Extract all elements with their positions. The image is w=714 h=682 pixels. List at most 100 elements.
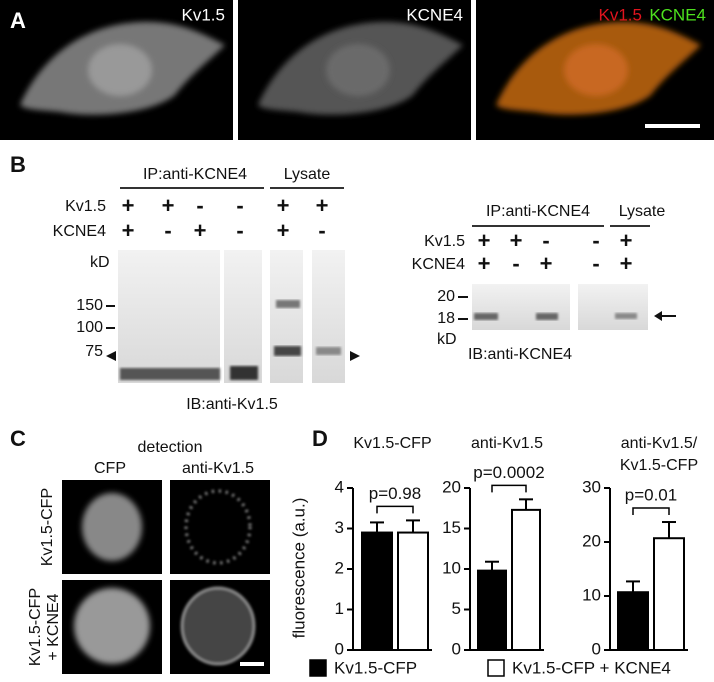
sign: - <box>196 193 203 218</box>
marker-label: 150 <box>76 297 103 314</box>
band <box>274 346 301 356</box>
cell <box>74 588 150 664</box>
image-label: KCNE4 <box>406 5 463 24</box>
panel-c: C detection CFP anti-Kv1.5 Kv1.5-CFP Kv1… <box>10 426 270 674</box>
marker-label: kD <box>437 331 457 348</box>
bar <box>511 508 541 651</box>
band <box>536 313 558 320</box>
ip-label: IP:anti-KCNE4 <box>143 166 247 183</box>
bar <box>653 537 685 651</box>
y-tick-label: 30 <box>582 477 601 496</box>
marker-label: 20 <box>437 288 455 305</box>
significance-bracket <box>376 505 414 514</box>
sign: + <box>162 193 175 218</box>
sign: - <box>592 251 599 276</box>
bar <box>361 531 393 651</box>
lysate-label: Lysate <box>619 203 666 220</box>
nucleus <box>564 44 628 96</box>
band <box>276 300 300 308</box>
chart-title: anti-Kv1.5/ <box>621 435 698 452</box>
p-value: p=0.98 <box>369 484 421 503</box>
blot <box>118 250 220 383</box>
sign: + <box>122 193 135 218</box>
blot <box>312 250 345 383</box>
blot <box>472 284 570 330</box>
y-tick-label: 3 <box>335 518 344 537</box>
y-tick-label: 20 <box>442 477 461 496</box>
arrowhead <box>106 351 116 361</box>
sign: + <box>194 218 207 243</box>
nucleus <box>326 44 390 96</box>
marker-label: 100 <box>76 319 103 336</box>
y-tick-label: 0 <box>335 639 344 658</box>
y-tick-label: 10 <box>442 558 461 577</box>
y-tick-label: 5 <box>452 599 461 618</box>
legend-swatch <box>309 659 327 677</box>
sign: + <box>540 251 553 276</box>
sign: + <box>277 218 290 243</box>
chart-title: Kv1.5-CFP <box>620 457 698 474</box>
image-label: Kv1.5 <box>182 5 225 24</box>
band <box>316 347 341 355</box>
significance-bracket <box>491 484 527 493</box>
band <box>474 313 498 320</box>
nucleus <box>88 44 152 96</box>
legend-label: Kv1.5-CFP + KCNE4 <box>512 658 671 677</box>
row-label: KCNE4 <box>412 256 465 273</box>
column-label: anti-Kv1.5 <box>182 460 254 477</box>
bar <box>477 569 507 651</box>
panel-b: B IP:anti-KCNE4 Lysate kD 150 100 75 IB:… <box>10 152 676 413</box>
y-tick-label: 4 <box>335 477 344 496</box>
sign: - <box>512 251 519 276</box>
sign: - <box>318 218 325 243</box>
column-header: detection <box>138 439 203 456</box>
y-tick-label: 1 <box>335 599 344 618</box>
sign: - <box>592 228 599 253</box>
y-tick-label: 15 <box>442 518 461 537</box>
image-label-red: Kv1.5 <box>599 5 642 24</box>
y-tick-label: 0 <box>452 639 461 658</box>
legend-swatch <box>487 659 505 677</box>
sign: - <box>236 193 243 218</box>
row-label: Kv1.5-CFP <box>39 488 56 566</box>
ib-label: IB:anti-KCNE4 <box>468 346 572 363</box>
blot <box>224 250 262 383</box>
sign: + <box>620 228 633 253</box>
row-label: KCNE4 <box>53 223 106 240</box>
sign: + <box>277 193 290 218</box>
band <box>120 368 220 380</box>
y-tick-label: 10 <box>582 585 601 604</box>
legend-label: Kv1.5-CFP <box>334 658 417 677</box>
ib-label: IB:anti-Kv1.5 <box>186 396 278 413</box>
y-tick-label: 2 <box>335 558 344 577</box>
sign: + <box>316 193 329 218</box>
sign: - <box>542 228 549 253</box>
chart-title: anti-Kv1.5 <box>471 435 543 452</box>
panel-letter: B <box>10 152 26 177</box>
sign: - <box>164 218 171 243</box>
row-label: Kv1.5-CFP <box>27 588 44 666</box>
marker-label: 75 <box>85 343 103 360</box>
band <box>230 366 258 380</box>
panel-letter: A <box>10 8 26 33</box>
row-label: + KCNE4 <box>45 593 62 660</box>
panel-a: A Kv1.5 KCNE4 Kv1.5 KCNE4 <box>0 0 714 140</box>
row-label: Kv1.5 <box>65 198 106 215</box>
column-label: CFP <box>94 460 126 477</box>
cell <box>82 493 142 561</box>
marker-label: kD <box>90 254 110 271</box>
chart-title: Kv1.5-CFP <box>353 435 431 452</box>
image-label-green: KCNE4 <box>649 5 706 24</box>
p-value: p=0.01 <box>625 486 677 505</box>
lysate-label: Lysate <box>284 166 331 183</box>
bar <box>617 591 649 651</box>
bar <box>397 531 429 651</box>
sign: + <box>122 218 135 243</box>
cell <box>180 586 256 666</box>
y-axis-label: fluorescence (a.u.) <box>289 498 308 639</box>
ip-label: IP:anti-KCNE4 <box>486 203 590 220</box>
band <box>615 313 637 319</box>
y-tick-label: 20 <box>582 531 601 550</box>
marker-label: 18 <box>437 310 455 327</box>
